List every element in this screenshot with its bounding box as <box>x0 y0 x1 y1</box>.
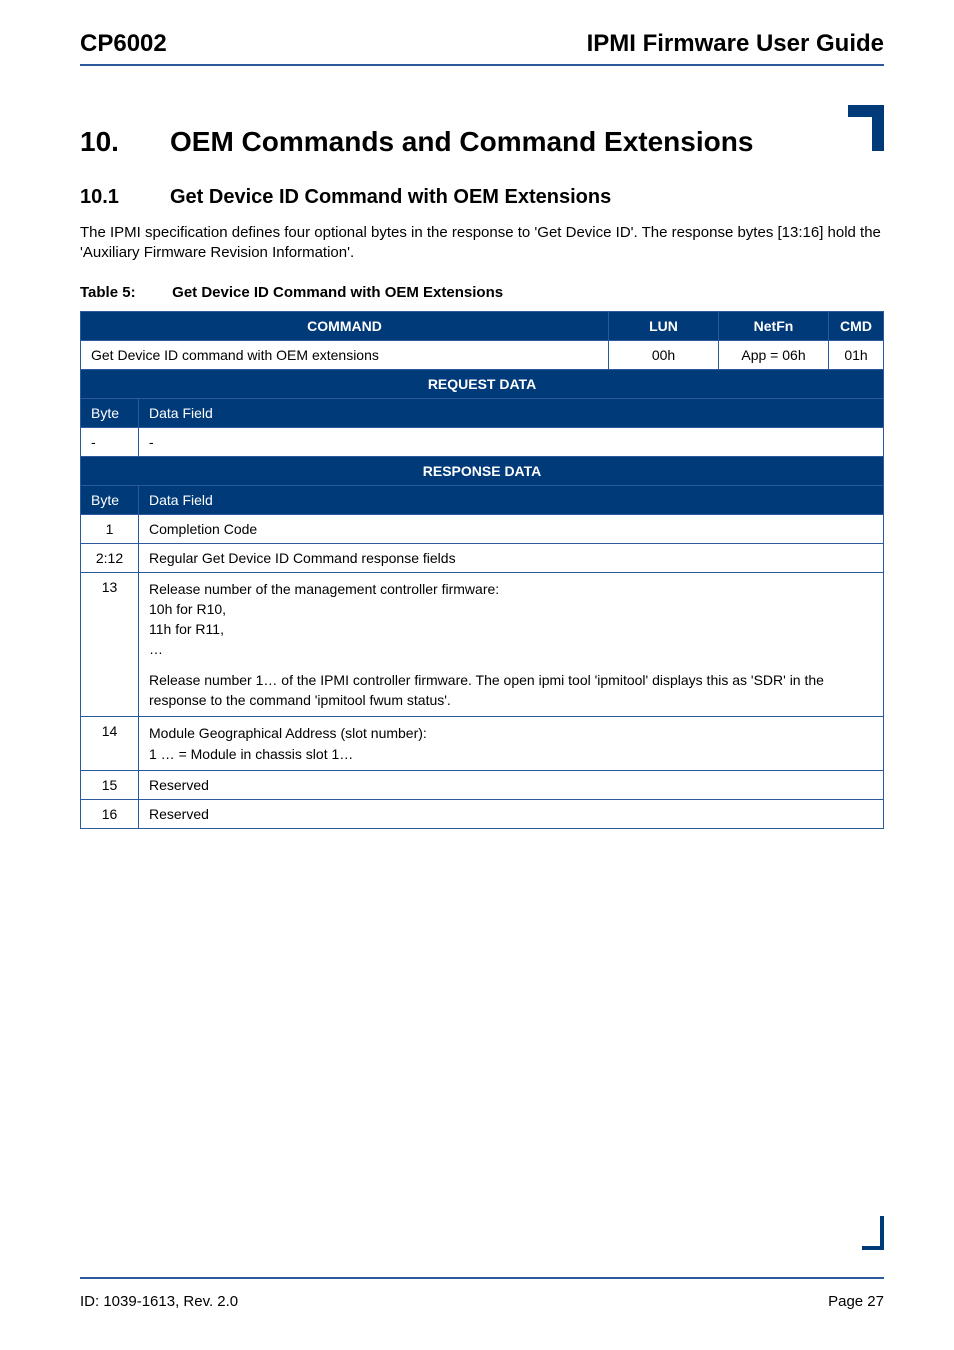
section-number: 10.1 <box>80 186 170 209</box>
data-field-label: Data Field <box>139 485 884 514</box>
chapter-title: OEM Commands and Command Extensions <box>170 126 753 158</box>
cmd-lun: 00h <box>609 340 719 369</box>
footer-page: Page 27 <box>828 1293 884 1310</box>
request-section: REQUEST DATA <box>81 369 884 398</box>
col-lun: LUN <box>609 311 719 340</box>
header-product: CP6002 <box>80 30 167 58</box>
command-table: COMMAND LUN NetFn CMD Get Device ID comm… <box>80 311 884 829</box>
table-header-row: COMMAND LUN NetFn CMD <box>81 311 884 340</box>
resp-data: Release number of the management control… <box>139 572 884 717</box>
resp-byte: 13 <box>81 572 139 717</box>
col-netfn: NetFn <box>719 311 829 340</box>
table-caption-label: Table 5: <box>80 284 168 301</box>
chapter-number: 10. <box>80 126 170 158</box>
table-row: 15 Reserved <box>81 770 884 799</box>
byte-label: Byte <box>81 398 139 427</box>
footer-corner-icon <box>862 1216 884 1255</box>
resp-data: Reserved <box>139 770 884 799</box>
header-rule <box>80 64 884 66</box>
table-caption-text: Get Device ID Command with OEM Extension… <box>172 284 503 301</box>
req-data: - <box>139 427 884 456</box>
table-row: Get Device ID command with OEM extension… <box>81 340 884 369</box>
table-row: - - <box>81 427 884 456</box>
cmd-netfn: App = 06h <box>719 340 829 369</box>
data-field-label: Data Field <box>139 398 884 427</box>
col-cmd: CMD <box>829 311 884 340</box>
footer-rule <box>80 1277 884 1279</box>
request-byte-header: Byte Data Field <box>81 398 884 427</box>
cmd-cmd: 01h <box>829 340 884 369</box>
response-byte-header: Byte Data Field <box>81 485 884 514</box>
table-row: 1 Completion Code <box>81 514 884 543</box>
resp-data: Regular Get Device ID Command response f… <box>139 543 884 572</box>
resp-byte: 15 <box>81 770 139 799</box>
cmd-name: Get Device ID command with OEM extension… <box>81 340 609 369</box>
section-intro: The IPMI specification defines four opti… <box>80 223 884 264</box>
table-caption: Table 5: Get Device ID Command with OEM … <box>80 284 884 301</box>
table-row: 14 Module Geographical Address (slot num… <box>81 717 884 771</box>
table-row: 13 Release number of the management cont… <box>81 572 884 717</box>
col-command: COMMAND <box>81 311 609 340</box>
table-row: 2:12 Regular Get Device ID Command respo… <box>81 543 884 572</box>
request-label: REQUEST DATA <box>81 369 884 398</box>
corner-mark-icon <box>836 105 884 151</box>
req-byte: - <box>81 427 139 456</box>
resp-data: Reserved <box>139 799 884 828</box>
response-label: RESPONSE DATA <box>81 456 884 485</box>
table-row: 16 Reserved <box>81 799 884 828</box>
resp-byte: 1 <box>81 514 139 543</box>
resp-data: Module Geographical Address (slot number… <box>139 717 884 771</box>
resp-byte: 2:12 <box>81 543 139 572</box>
byte-label: Byte <box>81 485 139 514</box>
resp-data: Completion Code <box>139 514 884 543</box>
resp-byte: 16 <box>81 799 139 828</box>
resp-byte: 14 <box>81 717 139 771</box>
footer-id: ID: 1039-1613, Rev. 2.0 <box>80 1293 238 1310</box>
section-title: Get Device ID Command with OEM Extension… <box>170 186 611 209</box>
response-section: RESPONSE DATA <box>81 456 884 485</box>
header-title: IPMI Firmware User Guide <box>587 30 884 58</box>
